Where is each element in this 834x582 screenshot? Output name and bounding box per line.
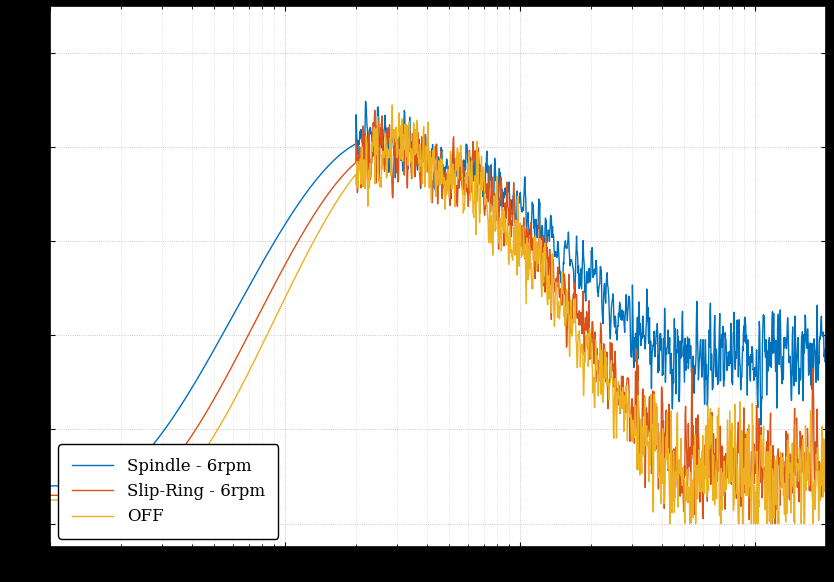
Legend: Spindle - 6rpm, Slip-Ring - 6rpm, OFF: Spindle - 6rpm, Slip-Ring - 6rpm, OFF — [58, 445, 279, 539]
Slip-Ring - 6rpm — [821, 483, 831, 490]
Line: Slip-Ring - 6rpm: Slip-Ring - 6rpm — [50, 111, 826, 524]
Spindle - 6rpm — [821, 349, 831, 356]
Slip-Ring - 6rpm — [737, 520, 747, 527]
Spindle - 6rpm — [798, 363, 808, 370]
OFF — [799, 520, 809, 527]
Spindle - 6rpm — [798, 397, 808, 404]
OFF — [798, 465, 808, 472]
OFF — [402, 122, 412, 129]
Line: OFF: OFF — [50, 105, 826, 524]
Spindle - 6rpm — [360, 98, 370, 105]
Spindle - 6rpm — [423, 130, 433, 137]
Spindle - 6rpm — [656, 347, 666, 354]
OFF — [665, 520, 675, 527]
Slip-Ring - 6rpm — [798, 464, 808, 471]
Slip-Ring - 6rpm — [402, 179, 412, 186]
Slip-Ring - 6rpm — [656, 438, 666, 445]
Slip-Ring - 6rpm — [423, 167, 433, 174]
Spindle - 6rpm — [84, 482, 94, 489]
OFF — [821, 472, 831, 479]
OFF — [45, 496, 55, 503]
OFF — [656, 468, 666, 475]
Spindle - 6rpm — [402, 156, 412, 163]
Spindle - 6rpm — [45, 482, 55, 489]
Slip-Ring - 6rpm — [799, 449, 809, 456]
Line: Spindle - 6rpm: Spindle - 6rpm — [50, 101, 826, 486]
OFF — [387, 101, 397, 108]
Slip-Ring - 6rpm — [84, 492, 94, 499]
OFF — [84, 496, 94, 503]
OFF — [423, 139, 433, 146]
Slip-Ring - 6rpm — [45, 492, 55, 499]
Slip-Ring - 6rpm — [369, 107, 379, 114]
